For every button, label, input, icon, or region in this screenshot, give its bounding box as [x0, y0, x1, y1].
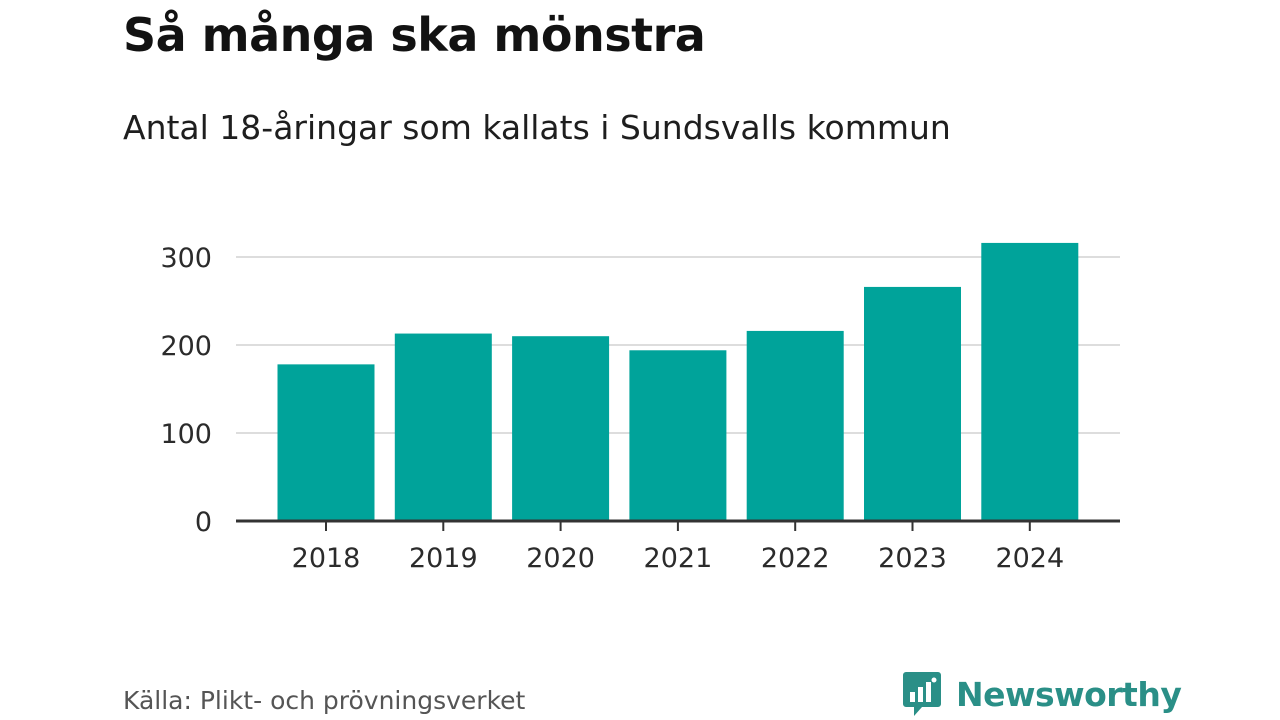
x-tick-label: 2022	[761, 543, 830, 574]
brand-name: Newsworthy	[956, 674, 1182, 714]
x-tick-label: 2019	[409, 543, 478, 574]
x-tick-label: 2020	[526, 543, 595, 574]
y-tick-label: 300	[160, 243, 212, 274]
x-tick-label: 2024	[995, 543, 1064, 574]
bar-2022	[746, 330, 844, 521]
x-tick-label: 2018	[292, 543, 361, 574]
bar-2024	[981, 242, 1079, 522]
bars	[277, 242, 1079, 522]
bar-2023	[864, 286, 961, 521]
chart-subtitle: Antal 18-åringar som kallats i Sundsvall…	[123, 108, 951, 147]
brand-logo: Newsworthy	[902, 670, 1182, 718]
y-tick-label: 0	[195, 507, 212, 538]
bar-2020	[512, 336, 610, 521]
y-tick-label: 100	[160, 419, 212, 450]
x-tick-label: 2023	[878, 543, 947, 574]
source-note: Källa: Plikt- och prövningsverket	[123, 686, 526, 715]
y-tick-label: 200	[160, 331, 212, 362]
bar-chart-logo-icon	[903, 672, 941, 716]
bar-2018	[277, 364, 375, 521]
x-tick-label: 2021	[644, 543, 713, 574]
bar-2021	[629, 350, 727, 521]
chart-title: Så många ska mönstra	[123, 8, 706, 62]
bar-2019	[394, 333, 492, 521]
axes: 0 100 200 300 2018 2019 2020 2021 2022 2023 2024	[160, 243, 1120, 574]
